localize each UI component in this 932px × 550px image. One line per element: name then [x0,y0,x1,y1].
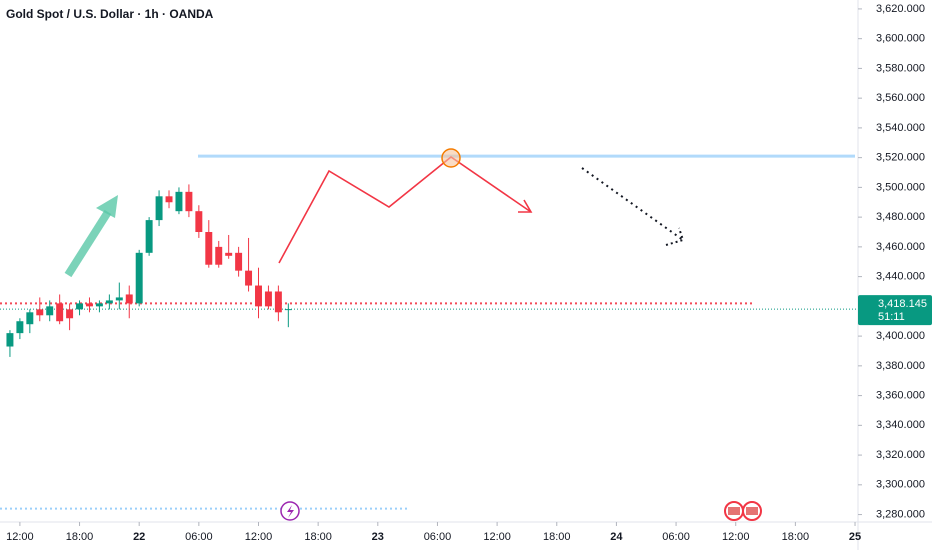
candle-body [125,294,133,304]
x-tick-label: 18:00 [304,531,332,543]
candles [6,184,292,357]
candle-body [155,196,163,221]
y-tick-label: 3,560.000 [876,92,925,104]
candle-body [66,309,74,319]
y-tick-label: 3,360.000 [876,389,925,401]
y-tick-label: 3,620.000 [876,3,925,15]
candle-body [215,246,223,265]
candle-body [86,303,93,307]
flag-icon-fill [728,507,740,515]
dotted-arrow [581,167,684,241]
candle-body [284,309,292,311]
touch-circle [441,148,461,168]
candle-body [195,211,203,232]
candle-body [36,309,44,316]
x-tick-label: 18:00 [782,531,810,543]
candle-body [255,285,262,307]
candle-body [235,252,243,271]
levels [0,154,858,510]
y-tick-label: 3,540.000 [876,122,925,134]
y-tick-label: 3,500.000 [876,181,925,193]
candle-body [245,270,253,286]
candle-body [225,252,233,256]
x-tick-label: 24 [610,531,623,543]
current-price-label: 3,418.145 [878,298,927,310]
x-tick-label: 18:00 [66,531,94,543]
candle-body [95,303,103,307]
candle-body [16,321,24,334]
x-tick-label: 22 [133,531,145,543]
x-tick-label: 06:00 [662,531,690,543]
drawings [64,148,762,521]
y-tick-label: 3,380.000 [876,360,925,372]
y-tick-label: 3,400.000 [876,330,925,342]
current-price-box [858,295,932,326]
y-tick-label: 3,600.000 [876,33,925,45]
y-tick-label: 3,280.000 [876,508,925,520]
candle-body [46,306,54,316]
y-tick-label: 3,340.000 [876,419,925,431]
zigzag-projection [278,156,532,264]
candle-body [145,220,153,253]
x-tick-label: 06:00 [185,531,213,543]
x-tick-label: 25 [849,531,861,543]
candle-body [6,333,14,347]
candle-body [175,191,183,212]
candle-body [274,291,282,313]
y-tick-label: 3,580.000 [876,62,925,74]
x-tick-label: 12:00 [6,531,34,543]
y-tick-label: 3,440.000 [876,271,925,283]
candle-body [264,291,272,307]
green-arrow-head [96,195,118,218]
countdown-label: 51:11 [878,311,905,323]
y-tick-label: 3,320.000 [876,449,925,461]
candle-body [76,303,84,310]
candle-body [165,196,173,203]
x-tick-label: 12:00 [722,531,750,543]
x-tick-label: 18:00 [543,531,571,543]
dotted-arrow-head [665,227,685,246]
x-tick-label: 23 [372,531,384,543]
candle-body [115,297,123,301]
chart-title: Gold Spot / U.S. Dollar · 1h · OANDA [6,7,214,21]
x-tick-label: 12:00 [245,531,273,543]
candle-body [135,252,143,304]
candle-body [56,303,64,322]
candle-body [105,300,113,304]
y-tick-label: 3,460.000 [876,241,925,253]
y-tick-label: 3,520.000 [876,152,925,164]
axes: 3,280.000 3,300.000 3,320.000 3,340.000 3,36… [6,3,932,543]
x-tick-label: 12:00 [483,531,511,543]
zigzag-arrow-head [518,199,533,213]
y-tick-label: 3,480.000 [876,211,925,223]
green-arrow-shaft [64,209,112,278]
event-icon-bolt [287,505,294,518]
flag-icon-fill [746,507,758,515]
x-tick-label: 06:00 [424,531,452,543]
candle-body [205,232,213,265]
candle-body [185,191,193,212]
y-tick-label: 3,300.000 [876,479,925,491]
candle-body [26,312,34,325]
